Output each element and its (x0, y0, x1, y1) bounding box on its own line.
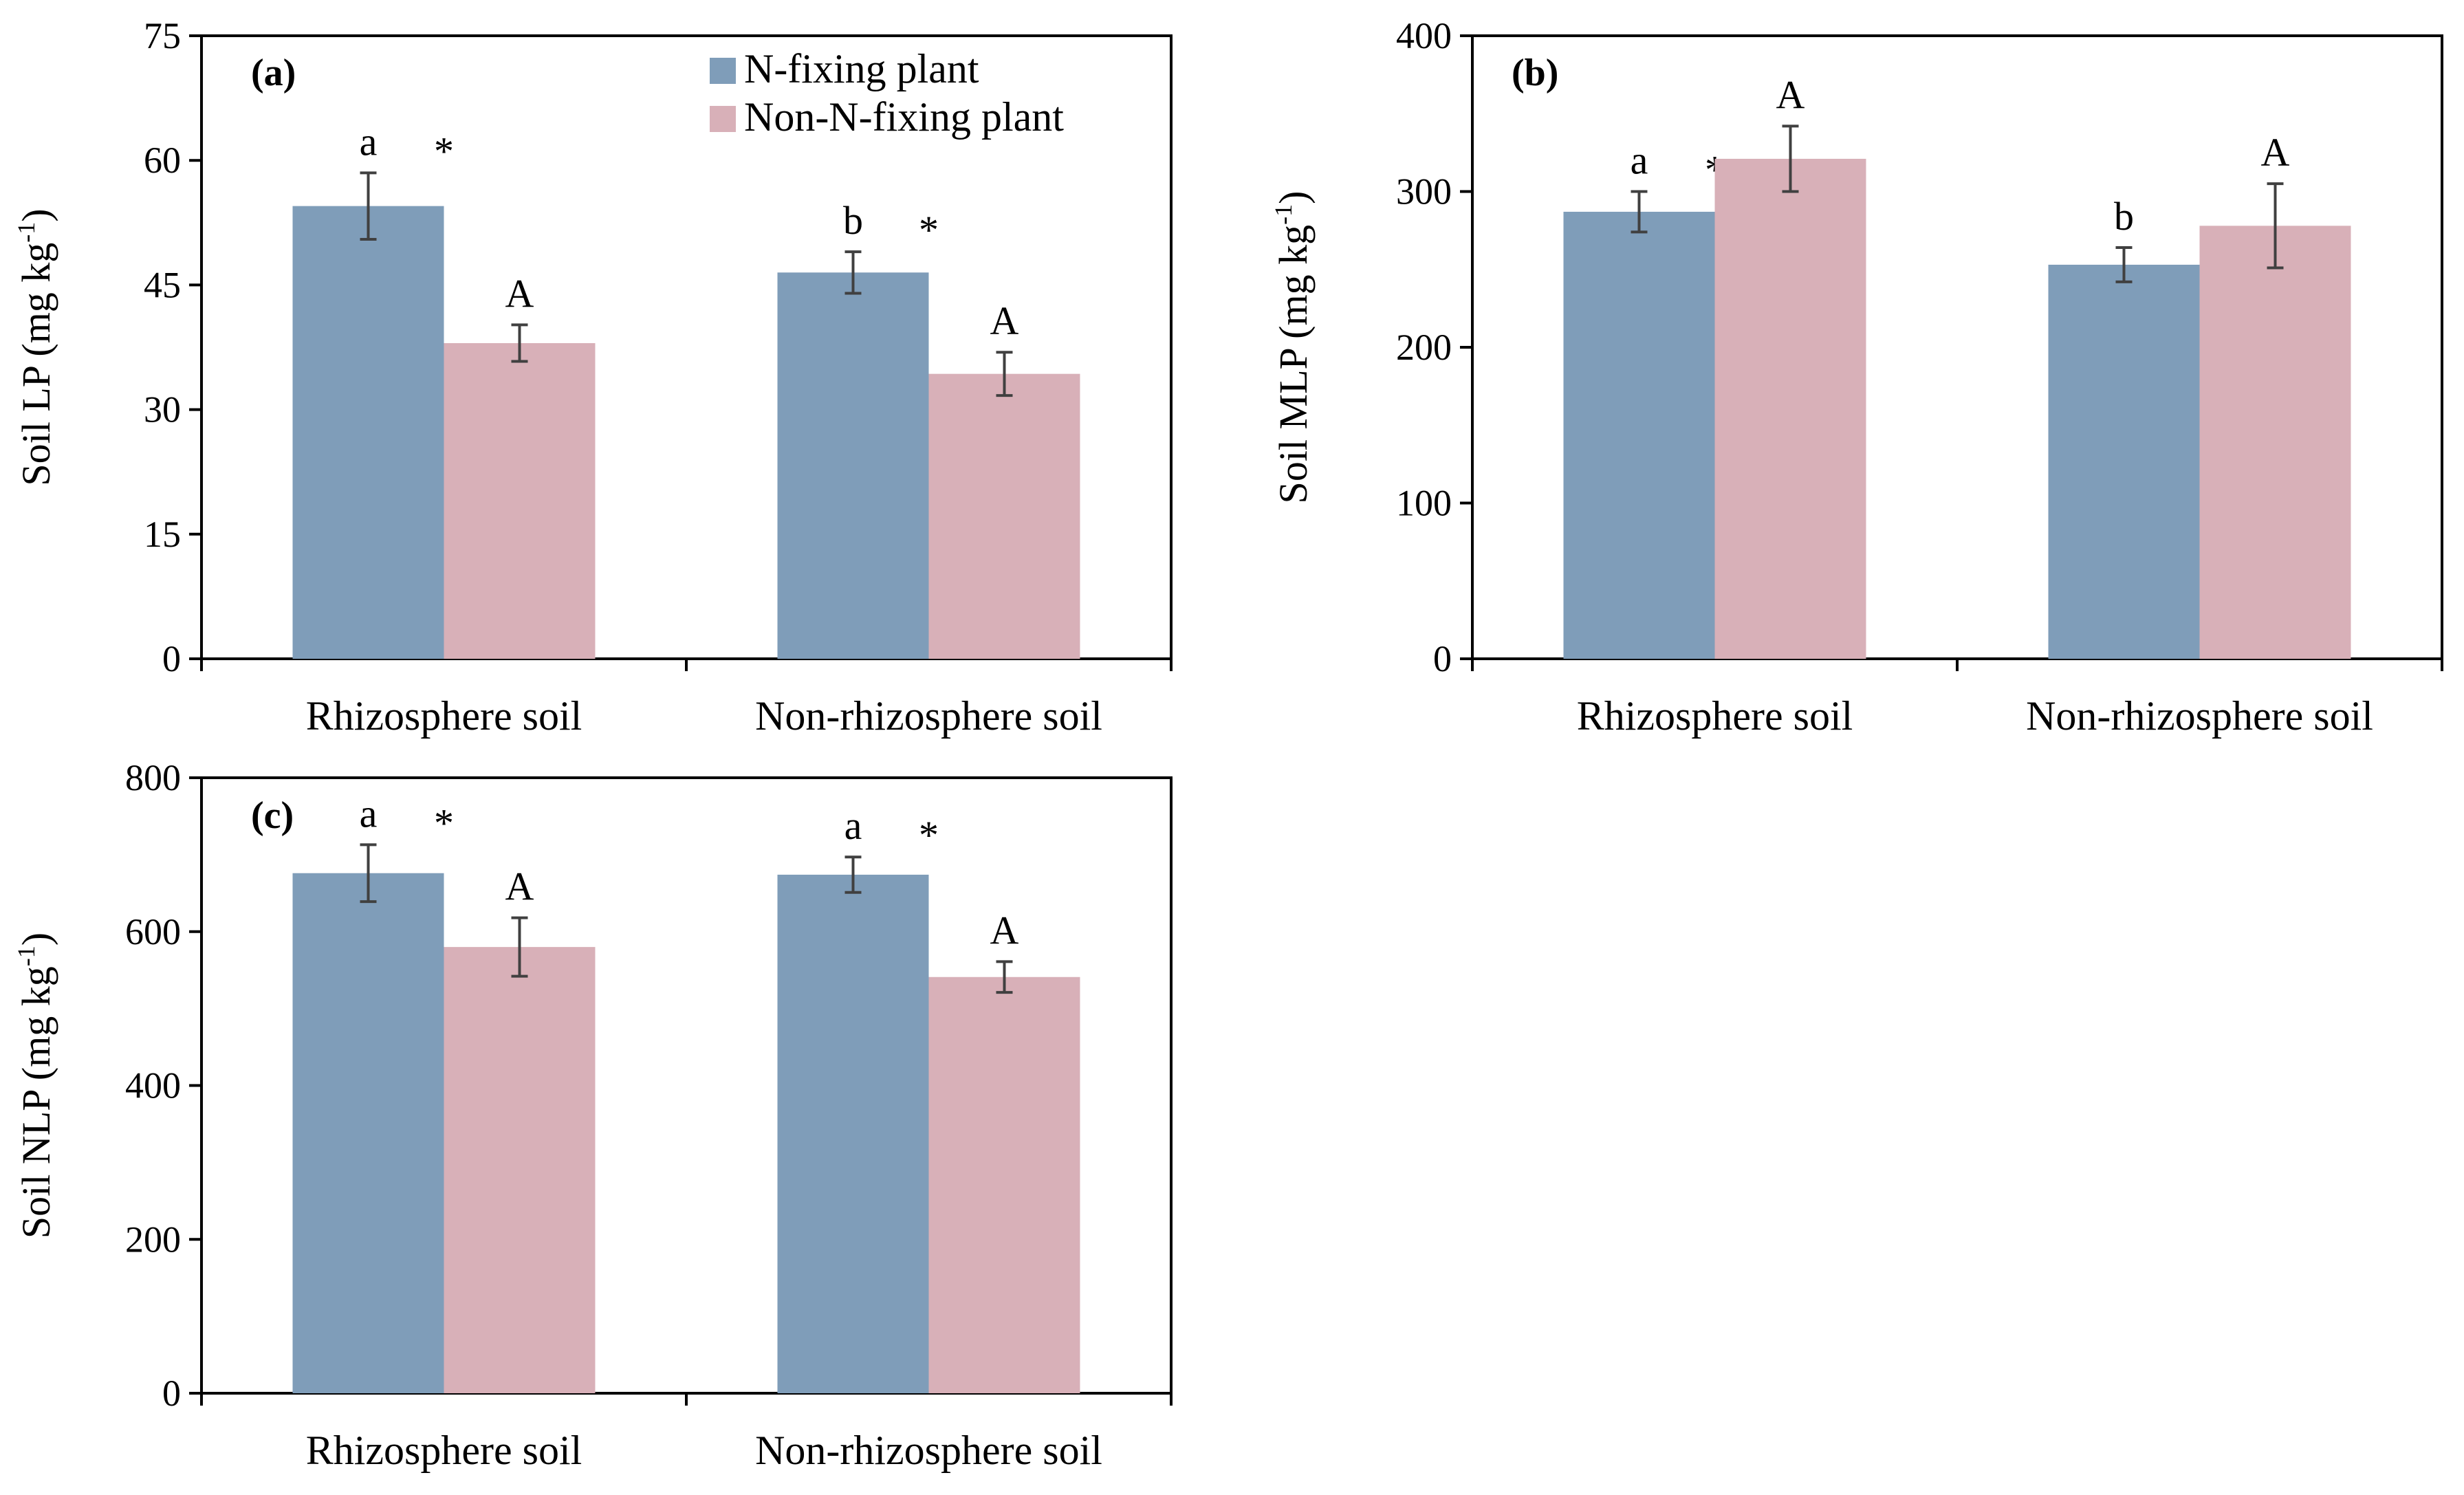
significance-star: * (919, 208, 939, 252)
panel-tag: (a) (251, 52, 296, 94)
bar-n-fixing (2048, 264, 2200, 659)
significance-star: * (919, 813, 939, 858)
y-tick-label: 45 (144, 264, 181, 305)
panel-tag: (b) (1512, 52, 1558, 94)
legend-label: N-fixing plant (744, 46, 979, 91)
significance-letter: a (360, 119, 378, 164)
bar-n-fixing (777, 272, 929, 659)
significance-letter: A (990, 908, 1019, 952)
y-axis-label: Soil NLP (mg kg-1) (12, 932, 58, 1238)
y-tick-label: 15 (144, 514, 181, 555)
significance-letter: b (2114, 194, 2134, 239)
y-tick-label: 60 (144, 140, 181, 181)
y-tick-label: 30 (144, 389, 181, 430)
significance-letter: A (1776, 72, 1805, 117)
y-tick-label: 200 (1396, 327, 1452, 368)
y-tick-label: 0 (1433, 638, 1452, 679)
y-tick-label: 400 (125, 1065, 181, 1106)
bar-non-n-fixing (2199, 226, 2351, 659)
y-tick-label: 300 (1396, 171, 1452, 212)
bar-non-n-fixing (444, 342, 596, 659)
y-tick-label: 100 (1396, 483, 1452, 524)
significance-star: * (434, 800, 454, 845)
y-axis-label: Soil LP (mg kg-1) (12, 208, 58, 485)
y-tick-label: 200 (125, 1219, 181, 1260)
significance-letter: A (990, 298, 1019, 343)
bar-n-fixing (1563, 211, 1715, 659)
bar-non-n-fixing (928, 976, 1080, 1393)
significance-letter: A (2261, 130, 2290, 175)
y-tick-label: 600 (125, 911, 181, 952)
y-axis-label: Soil MLP (mg kg-1) (1269, 191, 1316, 504)
significance-letter: A (505, 864, 534, 909)
x-category-label: Rhizosphere soil (306, 693, 582, 739)
x-category-label: Rhizosphere soil (1577, 693, 1853, 739)
y-tick-label: 0 (162, 1373, 181, 1414)
legend-swatch (710, 106, 736, 132)
bar-non-n-fixing (444, 947, 596, 1393)
bar-non-n-fixing (1714, 158, 1866, 659)
x-category-label: Non-rhizosphere soil (2026, 693, 2373, 739)
y-tick-label: 400 (1396, 15, 1452, 56)
y-tick-label: 0 (162, 638, 181, 679)
panel-c: 0 200 400 600 800 a * A Rhizosphere soil a * A Non-r… (12, 757, 1173, 1473)
significance-letter: A (505, 271, 534, 316)
panel-tag: (c) (251, 794, 294, 837)
x-category-label: Non-rhizosphere soil (755, 1428, 1102, 1473)
significance-letter: a (360, 791, 378, 836)
bar-n-fixing (292, 873, 444, 1393)
x-category-label: Non-rhizosphere soil (755, 693, 1102, 739)
x-category-label: Rhizosphere soil (306, 1428, 582, 1473)
significance-letter: b (843, 198, 863, 243)
y-tick-label: 75 (144, 15, 181, 56)
bar-n-fixing (292, 206, 444, 659)
y-tick-label: 800 (125, 757, 181, 798)
significance-star: * (434, 129, 454, 173)
legend-label: Non-N-fixing plant (744, 94, 1064, 140)
significance-letter: a (844, 803, 862, 848)
legend-swatch (710, 58, 736, 84)
panel-a: 0 15 30 45 60 75 a * A Rhizosphere soil b * A Non-rhi… (12, 15, 1173, 739)
significance-letter: a (1631, 138, 1648, 183)
bar-non-n-fixing (928, 373, 1080, 659)
bar-n-fixing (777, 874, 929, 1393)
